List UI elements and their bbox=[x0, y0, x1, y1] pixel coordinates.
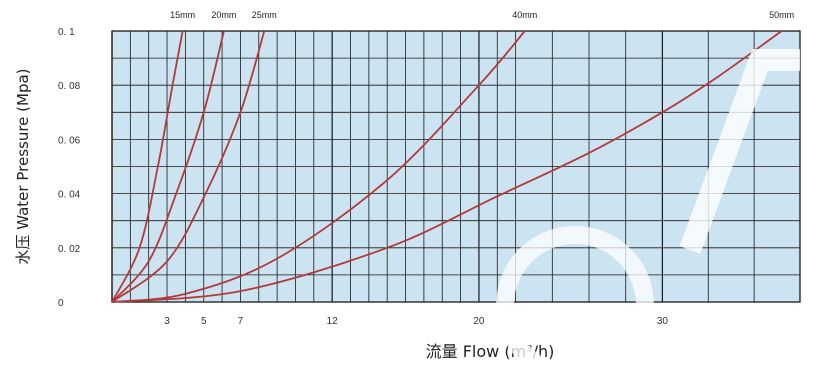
curve-20mm bbox=[111, 30, 225, 303]
x-tick-label: 20 bbox=[473, 316, 485, 327]
x-tick-label: 30 bbox=[657, 316, 669, 327]
curve-label-15mm: 15mm bbox=[170, 10, 195, 20]
y-tick-label: 0 bbox=[58, 298, 64, 309]
y-tick-label: 0. 04 bbox=[58, 190, 81, 201]
curve-40mm bbox=[111, 30, 526, 303]
y-tick-labels: 0 0. 02 0. 04 0. 06 0. 08 0. 1 bbox=[58, 27, 81, 309]
grid-lines bbox=[111, 30, 801, 303]
y-tick-label: 0. 08 bbox=[58, 81, 81, 92]
curve-label-25mm: 25mm bbox=[252, 10, 277, 20]
curve-50mm bbox=[111, 30, 783, 303]
y-tick-label: 0. 06 bbox=[58, 135, 81, 146]
curve-15mm bbox=[111, 30, 184, 303]
curve-label-50mm: 50mm bbox=[769, 10, 794, 20]
x-tick-label: 5 bbox=[201, 316, 207, 327]
curve-label-20mm: 20mm bbox=[211, 10, 236, 20]
x-tick-label: 7 bbox=[238, 316, 244, 327]
x-tick-label: 12 bbox=[327, 316, 339, 327]
y-axis-title: 水压 Water Pressure (Mpa) bbox=[14, 68, 32, 264]
plot-frame bbox=[111, 30, 801, 303]
curves bbox=[111, 30, 783, 303]
curve-labels: 15mm 20mm 25mm 40mm 50mm bbox=[170, 10, 794, 20]
x-tick-labels: 3 5 7 12 20 30 bbox=[164, 316, 668, 327]
curve-25mm bbox=[111, 30, 266, 303]
x-tick-label: 3 bbox=[164, 316, 170, 327]
y-tick-label: 0. 02 bbox=[58, 244, 81, 255]
y-tick-label: 0. 1 bbox=[58, 27, 75, 38]
watermark bbox=[496, 49, 800, 367]
curve-label-40mm: 40mm bbox=[512, 10, 537, 20]
